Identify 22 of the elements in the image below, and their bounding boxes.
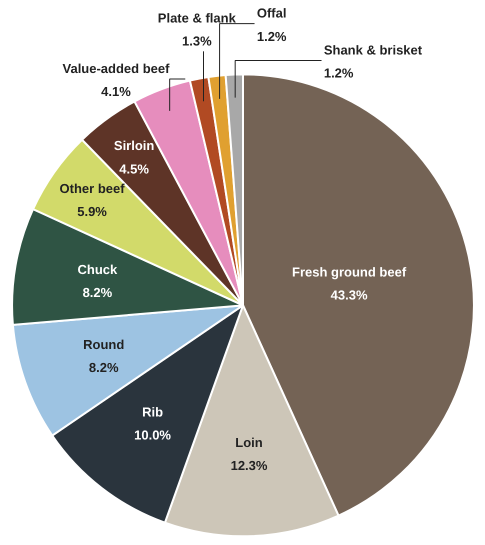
slice-label: Round: [83, 336, 124, 352]
slice-label: Other beef: [60, 180, 126, 196]
data-label: 1.3%: [182, 33, 212, 48]
slice-label: Chuck: [78, 262, 118, 278]
slice-label: Value-added beef: [62, 61, 170, 76]
slice-label: Fresh ground beef: [292, 264, 407, 280]
data-label: 8.2%: [88, 360, 119, 376]
data-label: 8.2%: [82, 285, 113, 300]
data-label: 10.0%: [134, 427, 172, 442]
slice-label: Shank & brisket: [324, 42, 423, 58]
data-label: 1.2%: [256, 28, 287, 44]
slice-label: Sirloin: [114, 138, 154, 154]
slice-label: Loin: [235, 435, 263, 450]
data-label: 43.3%: [330, 288, 368, 303]
slice-label: Rib: [142, 404, 164, 420]
slice-label: Offal: [256, 6, 286, 21]
data-label: 5.9%: [77, 204, 108, 220]
slice-label: Plate & flank: [158, 10, 237, 26]
data-label: 4.1%: [101, 84, 132, 100]
data-label: 4.5%: [119, 161, 150, 176]
data-label: 1.2%: [324, 66, 354, 81]
data-label: 12.3%: [230, 458, 268, 474]
